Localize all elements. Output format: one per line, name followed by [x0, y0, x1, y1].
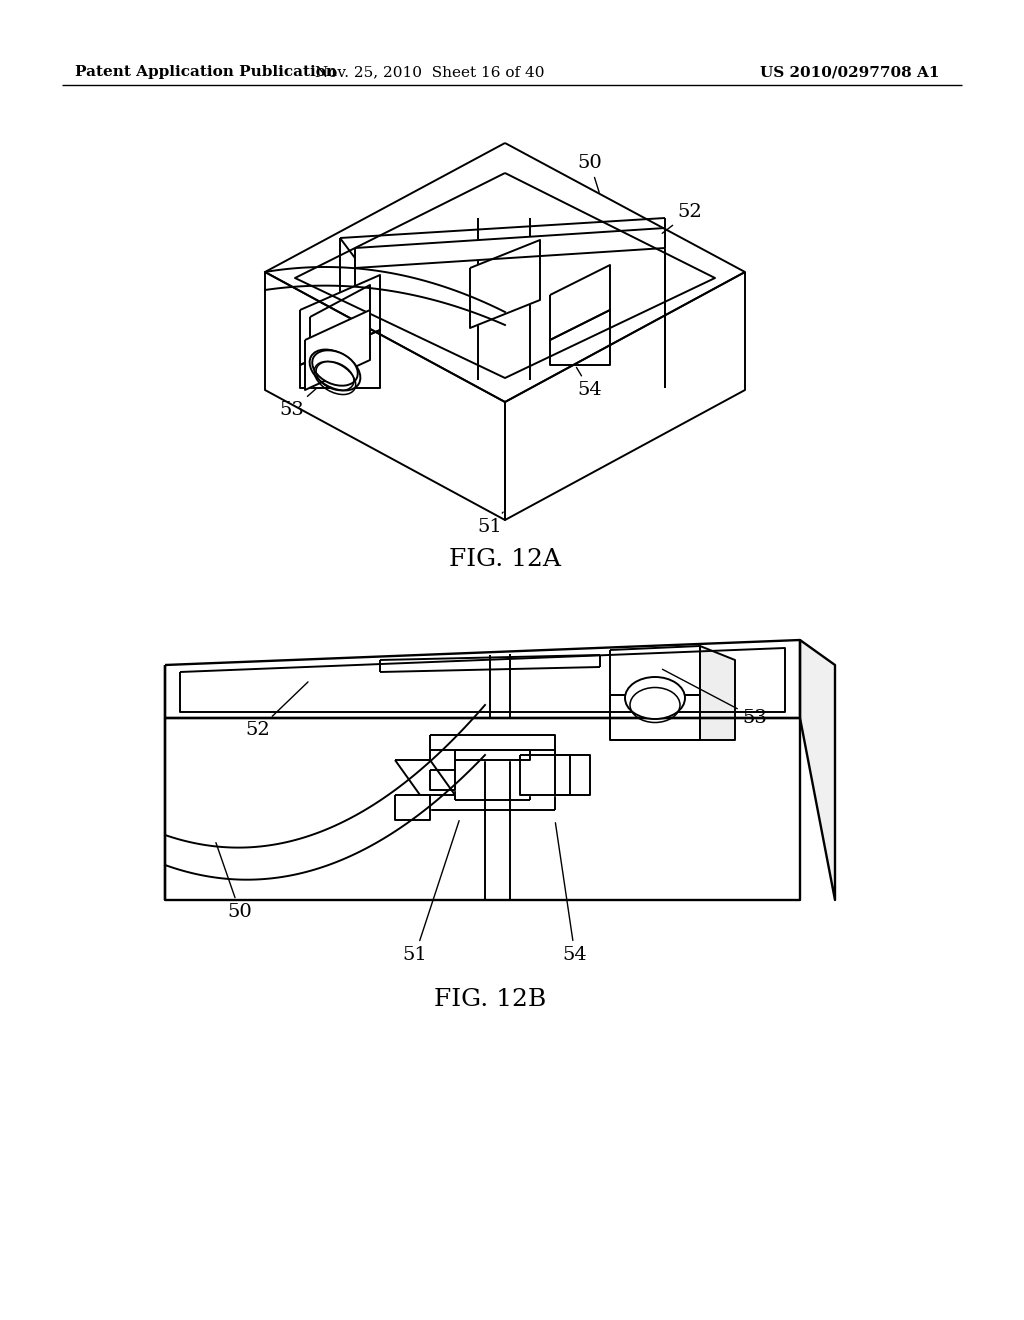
Polygon shape: [610, 645, 700, 696]
Polygon shape: [610, 696, 700, 741]
Text: FIG. 12A: FIG. 12A: [449, 549, 561, 572]
Polygon shape: [455, 750, 530, 760]
Text: 54: 54: [577, 367, 602, 399]
Polygon shape: [395, 795, 430, 820]
Polygon shape: [295, 173, 715, 378]
Text: US 2010/0297708 A1: US 2010/0297708 A1: [761, 65, 940, 79]
Text: 50: 50: [216, 842, 252, 921]
Polygon shape: [470, 240, 540, 327]
Polygon shape: [700, 645, 735, 741]
Polygon shape: [505, 272, 745, 520]
Ellipse shape: [312, 350, 357, 385]
Text: Patent Application Publication: Patent Application Publication: [75, 65, 337, 79]
Text: Nov. 25, 2010  Sheet 16 of 40: Nov. 25, 2010 Sheet 16 of 40: [315, 65, 545, 79]
Polygon shape: [430, 770, 455, 789]
Text: 52: 52: [246, 682, 308, 739]
Polygon shape: [550, 310, 610, 366]
Polygon shape: [180, 648, 785, 711]
Text: 50: 50: [578, 154, 602, 193]
Polygon shape: [265, 143, 745, 403]
Ellipse shape: [309, 350, 360, 391]
Polygon shape: [165, 640, 800, 718]
Polygon shape: [300, 330, 380, 388]
Polygon shape: [550, 265, 610, 341]
Polygon shape: [555, 755, 590, 795]
Polygon shape: [520, 755, 570, 795]
Polygon shape: [265, 272, 505, 520]
Ellipse shape: [625, 677, 685, 719]
Polygon shape: [300, 275, 380, 366]
Text: 51: 51: [402, 821, 459, 964]
Text: 52: 52: [663, 203, 702, 234]
Polygon shape: [800, 640, 835, 900]
Text: 53: 53: [663, 669, 767, 727]
Text: 51: 51: [477, 512, 503, 536]
Polygon shape: [310, 285, 370, 356]
Polygon shape: [430, 735, 555, 750]
Text: 54: 54: [555, 822, 588, 964]
Polygon shape: [305, 310, 370, 389]
Text: FIG. 12B: FIG. 12B: [434, 989, 546, 1011]
Text: 53: 53: [280, 389, 316, 418]
Polygon shape: [395, 760, 455, 795]
Polygon shape: [355, 228, 665, 268]
Polygon shape: [165, 718, 800, 900]
